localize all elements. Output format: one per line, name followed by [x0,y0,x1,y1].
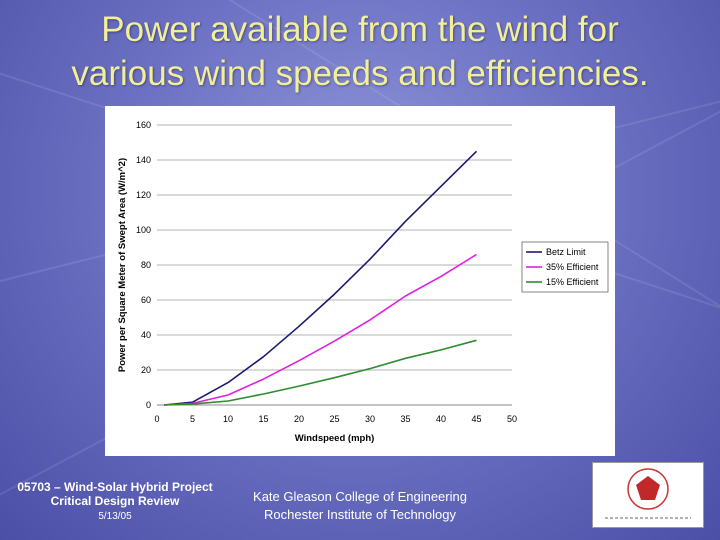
x-tick-label: 20 [294,414,304,424]
slide-title: Power available from the wind for variou… [0,8,720,96]
legend-box [521,241,609,293]
x-tick-label: 40 [436,414,446,424]
x-tick-label: 45 [471,414,481,424]
y-tick-label: 160 [136,120,151,130]
x-axis-label: Windspeed (mph) [295,433,375,444]
x-tick-label: 25 [329,414,339,424]
y-tick-label: 140 [136,155,151,165]
footer-institution: Kate Gleason College of Engineering Roch… [230,488,490,524]
y-tick-label: 40 [141,330,151,340]
legend-label: Betz Limit [546,247,586,257]
x-tick-label: 15 [258,414,268,424]
slide-title-line2: various wind speeds and efficiencies. [71,54,649,93]
y-tick-label: 20 [141,365,151,375]
footer-project: 05703 – Wind-Solar Hybrid Project Critic… [10,480,220,524]
x-tick-label: 30 [365,414,375,424]
footer-college: Kate Gleason College of Engineering [253,489,467,504]
rit-senior-design-logo [592,462,704,528]
legend-label: 35% Efficient [546,262,599,272]
footer-university: Rochester Institute of Technology [264,507,456,522]
series-line [164,339,477,406]
x-tick-label: 50 [507,414,517,424]
y-tick-label: 60 [141,295,151,305]
y-tick-label: 120 [136,190,151,200]
footer-review-name: Critical Design Review [50,494,180,508]
x-tick-label: 35 [400,414,410,424]
footer-project-name: 05703 – Wind-Solar Hybrid Project [17,480,213,494]
slide-title-line1: Power available from the wind for [101,10,619,49]
legend-label: 15% Efficient [546,277,599,287]
logo-graphic [605,468,691,519]
x-tick-label: 10 [223,414,233,424]
y-tick-label: 100 [136,225,151,235]
y-tick-label: 80 [141,260,151,270]
wind-power-chart: 0 20 40 60 80 100 120 140 160 0 5 10 15 20 25 30 35 40 45 5… [117,120,609,444]
y-axis-label: Power per Square Meter of Swept Area (W/… [117,158,128,372]
footer-date: 5/13/05 [98,511,132,522]
chart-panel: 0 20 40 60 80 100 120 140 160 0 5 10 15 20 25 30 35 40 45 5… [105,106,615,456]
y-tick-label: 0 [146,400,151,410]
series-line [164,253,477,406]
series-line [164,150,478,406]
x-tick-label: 5 [190,414,195,424]
x-tick-label: 0 [154,414,159,424]
